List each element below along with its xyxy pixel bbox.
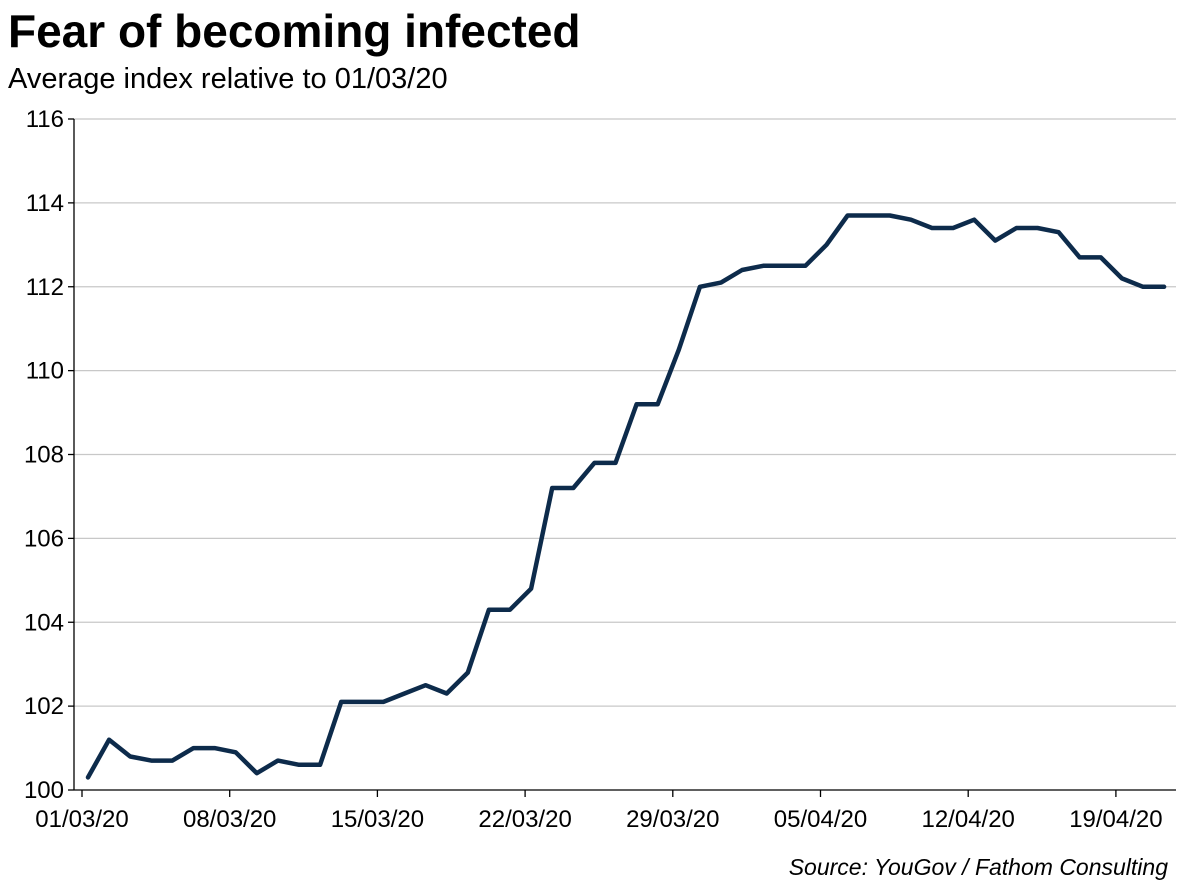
series-line [85,213,1167,780]
x-tick-label-6: 12/04/20 [921,806,1014,833]
axes [68,118,1176,797]
data-point [740,268,744,272]
data-point [255,771,259,775]
data-point [1162,285,1166,289]
data-point [86,775,90,779]
data-point [930,226,934,230]
data-point [592,461,596,465]
y-tick-label-106: 106 [24,525,64,552]
x-tick-label-4: 29/03/20 [626,806,719,833]
data-point [1078,255,1082,259]
data-point [550,486,554,490]
data-point [698,285,702,289]
data-point [128,755,132,759]
data-point [614,461,618,465]
data-point [529,587,533,591]
y-tick-label-100: 100 [24,777,64,804]
data-point [424,683,428,687]
data-point [403,692,407,696]
data-point [1036,226,1040,230]
y-tick-labels: 100 102 104 106 108 110 112 114 116 [24,106,64,804]
data-point [466,671,470,675]
chart-subtitle: Average index relative to 01/03/20 [8,63,448,95]
data-point [909,218,913,222]
x-tick-labels: 01/03/20 08/03/20 15/03/20 22/03/20 29/03/20… [35,806,1162,833]
gridlines [74,118,1176,707]
y-tick-label-108: 108 [24,442,64,469]
data-point [107,738,111,742]
data-point [318,763,322,767]
data-point [951,226,955,230]
chart-title: Fear of becoming infected [8,5,581,57]
x-tick-label-5: 05/04/20 [774,806,867,833]
y-tick-label-110: 110 [26,358,64,385]
x-tick-label-3: 22/03/20 [478,806,571,833]
data-point [192,746,196,750]
data-point [677,348,681,352]
data-point [297,763,301,767]
data-point [149,759,153,763]
data-point [1099,255,1103,259]
y-tick-label-116: 116 [26,106,64,133]
y-tick-label-114: 114 [26,190,64,217]
data-point [508,608,512,612]
data-point [1014,226,1018,230]
data-point [170,759,174,763]
data-point [1141,285,1145,289]
data-point [571,486,575,490]
data-point [234,750,238,754]
x-tick-label-2: 15/03/20 [331,806,424,833]
x-tick-label-7: 19/04/20 [1069,806,1162,833]
data-point [635,402,639,406]
data-point [803,264,807,268]
data-point [782,264,786,268]
y-tick-label-112: 112 [26,274,64,301]
data-point [1120,276,1124,280]
data-point [381,700,385,704]
y-tick-label-102: 102 [24,693,64,720]
data-point [656,402,660,406]
data-point [445,692,449,696]
data-point [487,608,491,612]
x-tick-label-0: 01/03/20 [35,806,128,833]
data-point [719,281,723,285]
data-point [972,218,976,222]
data-point [888,214,892,218]
data-point [339,700,343,704]
data-point [1057,230,1061,234]
data-point [993,239,997,243]
data-point [213,746,217,750]
y-tick-label-104: 104 [24,609,64,636]
x-tick-label-1: 08/03/20 [183,806,276,833]
data-point [276,759,280,763]
data-point [867,214,871,218]
data-point [846,214,850,218]
data-point [360,700,364,704]
series-layer [85,213,1167,780]
data-point [825,243,829,247]
data-point [761,264,765,268]
source-note: Source: YouGov / Fathom Consulting [788,854,1168,880]
